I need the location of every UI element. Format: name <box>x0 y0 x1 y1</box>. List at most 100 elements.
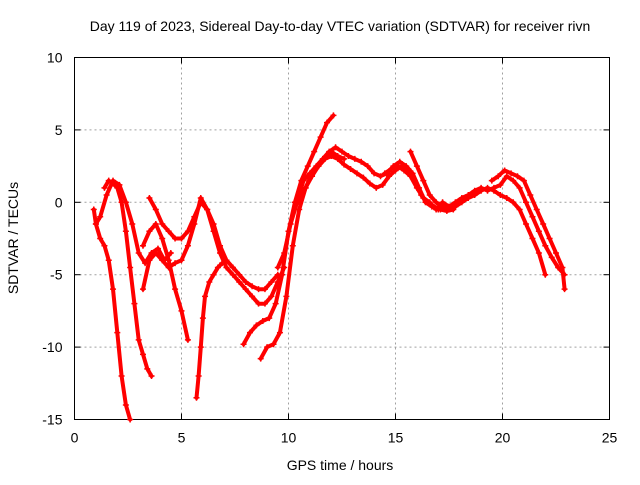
data-point <box>266 315 273 322</box>
data-point <box>330 112 337 119</box>
grid-lines <box>74 57 610 420</box>
y-tick-label: -15 <box>42 412 62 428</box>
data-point <box>90 206 97 213</box>
y-tick-label: 5 <box>55 122 63 138</box>
data-point <box>520 177 527 184</box>
data-point <box>553 249 559 256</box>
x-tick-label: 5 <box>178 430 186 446</box>
data-point <box>139 242 146 249</box>
data-point <box>347 165 354 172</box>
x-tick-label: 25 <box>602 430 618 446</box>
y-tick-label: 10 <box>47 50 63 66</box>
data-point <box>345 152 352 159</box>
series-line <box>91 207 133 422</box>
data-point <box>240 341 247 348</box>
data-point <box>452 203 459 210</box>
data-point <box>334 155 341 162</box>
data-point <box>527 192 534 199</box>
data-point <box>529 235 536 242</box>
y-axis-label: SDTVAR / TECUs <box>5 182 21 294</box>
data-point <box>542 271 549 278</box>
series-line <box>382 164 567 277</box>
data-point <box>197 344 204 351</box>
series-arc-13 <box>407 148 549 278</box>
data-point <box>229 271 236 278</box>
series-arc-3 <box>92 177 174 267</box>
data-point <box>110 286 117 293</box>
data-point <box>139 286 146 293</box>
data-point <box>386 173 393 180</box>
data-point <box>210 271 217 278</box>
data-point <box>351 155 358 162</box>
data-point <box>242 278 249 285</box>
data-point <box>484 184 491 191</box>
data-point <box>535 249 542 256</box>
data-point <box>420 177 427 184</box>
x-axis-label: GPS time / hours <box>287 457 394 473</box>
data-point <box>490 187 497 194</box>
data-point <box>401 167 408 174</box>
data-point <box>97 213 104 220</box>
y-tick-label: -10 <box>42 339 62 355</box>
data-point <box>92 221 99 228</box>
data-point <box>433 206 440 213</box>
data-point <box>114 329 121 336</box>
data-point <box>199 315 206 322</box>
data-point <box>259 318 266 325</box>
data-point <box>296 199 303 206</box>
data-point <box>413 163 420 170</box>
data-point <box>268 293 275 300</box>
data-point <box>300 177 307 184</box>
data-point <box>236 278 243 285</box>
data-point <box>172 286 179 293</box>
data-point <box>255 286 262 293</box>
chart-title: Day 119 of 2023, Sidereal Day-to-day VTE… <box>90 18 591 34</box>
data-point <box>439 203 446 210</box>
data-point <box>118 373 125 380</box>
series-line <box>408 149 548 277</box>
data-point <box>152 206 159 213</box>
data-point <box>261 286 268 293</box>
data-point <box>139 351 146 358</box>
y-tick-label: 0 <box>55 194 63 210</box>
data-point <box>561 286 568 293</box>
data-point <box>122 199 129 206</box>
data-point <box>127 416 134 423</box>
data-point <box>465 194 472 201</box>
data-point <box>371 170 378 177</box>
plot-frame <box>74 57 610 420</box>
data-point <box>381 170 388 177</box>
series-arc-1 <box>90 206 134 423</box>
data-point <box>540 221 547 228</box>
data-point <box>202 293 209 300</box>
data-point <box>514 173 521 180</box>
data-point <box>101 184 108 191</box>
data-point <box>495 173 502 180</box>
data-point <box>148 373 155 380</box>
data-point <box>559 264 566 271</box>
data-point <box>302 184 309 191</box>
data-point <box>332 144 339 151</box>
data-point <box>206 278 213 285</box>
data-point <box>471 192 478 199</box>
data-point <box>246 329 253 336</box>
data-point <box>311 148 318 155</box>
data-point <box>131 300 138 307</box>
data-point <box>122 228 129 235</box>
data-point <box>353 170 360 177</box>
x-tick-label: 15 <box>388 430 404 446</box>
data-point <box>321 155 328 162</box>
data-point <box>458 199 465 206</box>
data-point <box>433 199 440 206</box>
data-point <box>497 181 504 188</box>
data-point <box>268 278 275 285</box>
data-point <box>523 199 530 206</box>
data-point <box>219 260 226 267</box>
data-point <box>178 235 185 242</box>
data-point <box>249 293 256 300</box>
data-point <box>542 242 549 249</box>
data-point <box>420 194 427 201</box>
axis-ticks: 0 5 10 15 20 25 10 5 0 -5 -10 -15 <box>42 50 617 446</box>
data-point <box>146 257 153 264</box>
data-point <box>413 184 420 191</box>
